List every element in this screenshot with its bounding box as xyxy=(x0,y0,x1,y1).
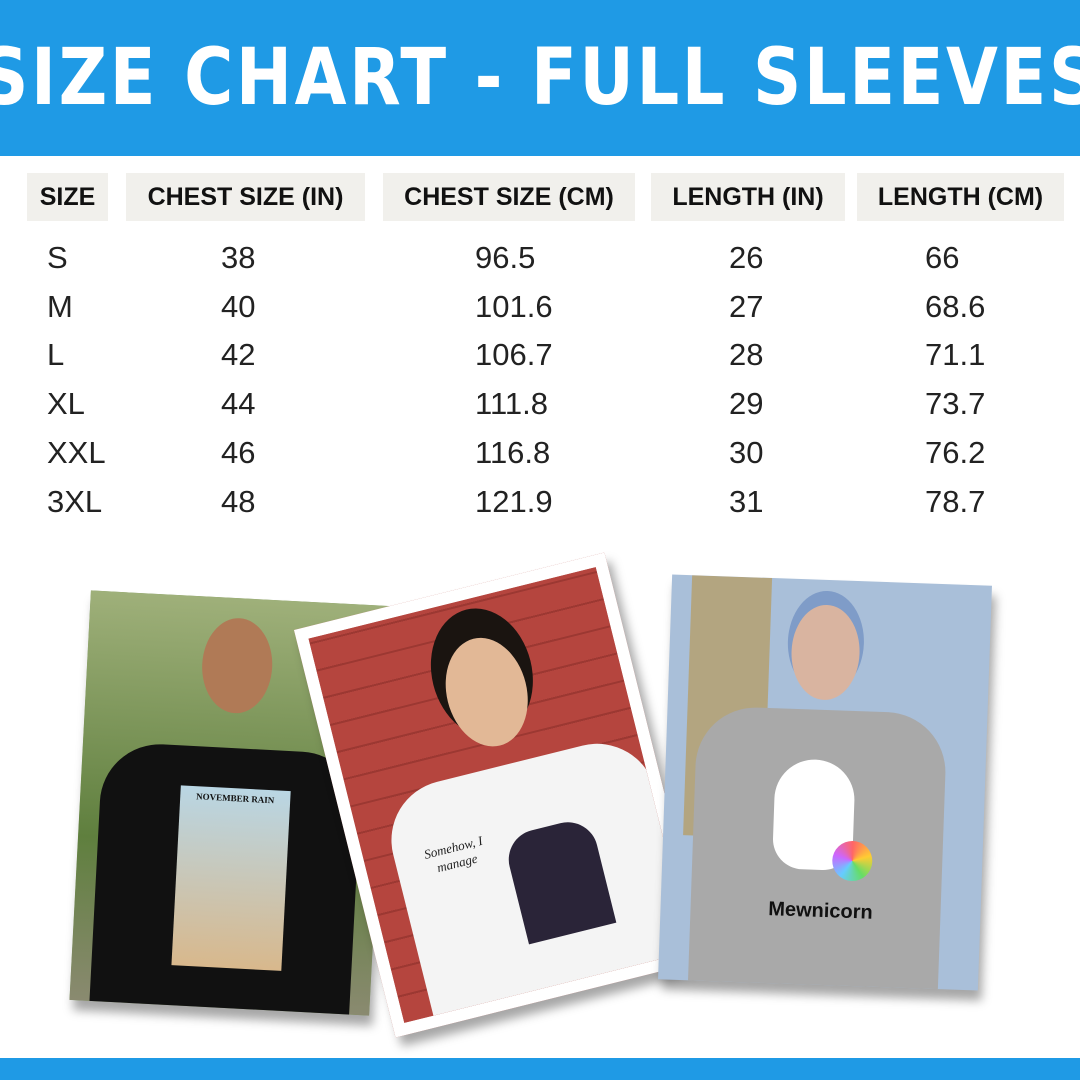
table-cell: XXL xyxy=(47,435,106,470)
table-cell: 71.1 xyxy=(925,337,986,372)
photo-card-mewnicorn: Mewnicorn xyxy=(658,574,992,991)
table-cell: 73.7 xyxy=(925,386,986,421)
table-cell: S xyxy=(47,240,68,275)
column-header: LENGTH (CM) xyxy=(857,173,1064,221)
table-cell: 26 xyxy=(729,240,764,275)
table-cell: 111.8 xyxy=(475,386,548,421)
table-cell: 29 xyxy=(729,386,764,421)
table-cell: 30 xyxy=(729,435,764,470)
table-cell: 48 xyxy=(221,484,256,519)
table-cell: 101.6 xyxy=(475,289,553,324)
title-banner: SIZE CHART - FULL SLEEVES xyxy=(0,0,1080,156)
table-cell: 106.7 xyxy=(475,337,553,372)
table-cell: 68.6 xyxy=(925,289,986,324)
table-cell: 121.9 xyxy=(475,484,553,519)
table-cell: 78.7 xyxy=(925,484,986,519)
column-header: LENGTH (IN) xyxy=(651,173,845,221)
table-cell: 44 xyxy=(221,386,256,421)
table-cell: 66 xyxy=(925,240,960,275)
table-cell: 76.2 xyxy=(925,435,986,470)
column-header: CHEST SIZE (CM) xyxy=(383,173,635,221)
table-cell: 27 xyxy=(729,289,764,324)
table-cell: XL xyxy=(47,386,85,421)
page-title: SIZE CHART - FULL SLEEVES xyxy=(0,33,1080,123)
bottom-bar xyxy=(0,1058,1080,1080)
table-cell: 116.8 xyxy=(475,435,551,470)
table-cell: M xyxy=(47,289,73,324)
table-cell: 42 xyxy=(221,337,256,372)
column-header: CHEST SIZE (IN) xyxy=(126,173,365,221)
table-cell: 38 xyxy=(221,240,256,275)
table-cell: 46 xyxy=(221,435,256,470)
table-cell: 31 xyxy=(729,484,764,519)
table-cell: 28 xyxy=(729,337,764,372)
table-cell: 96.5 xyxy=(475,240,536,275)
table-cell: 40 xyxy=(221,289,256,324)
table-cell: L xyxy=(47,337,65,372)
column-header: SIZE xyxy=(27,173,108,221)
table-cell: 3XL xyxy=(47,484,103,519)
